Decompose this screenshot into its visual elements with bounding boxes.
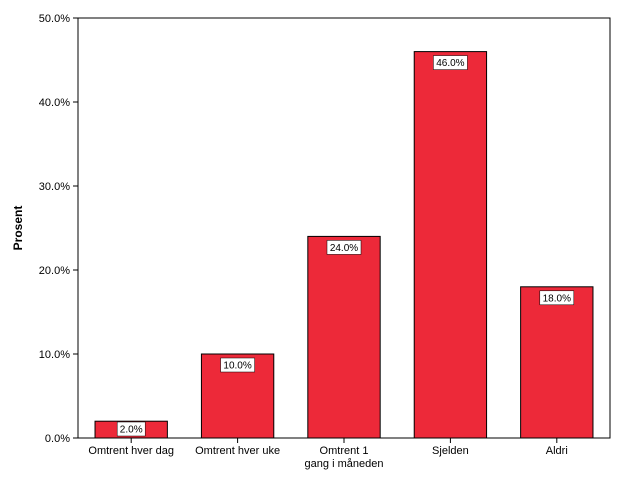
chart-svg: 0.0% 10.0% 20.0% 30.0% 40.0% 50.0% Prosent Omtr…	[0, 0, 629, 504]
bar	[521, 287, 593, 438]
bar	[308, 236, 380, 438]
y-tick-label: 50.0%	[39, 13, 70, 25]
bar-value-label: 46.0%	[436, 58, 464, 69]
x-tick-label: Sjelden	[432, 445, 469, 457]
x-tick-label: Omtrent hver dag	[88, 445, 174, 457]
bar-value-label: 24.0%	[330, 243, 358, 254]
y-tick-label: 10.0%	[39, 349, 70, 361]
bar-value-label: 10.0%	[223, 361, 251, 372]
bar	[414, 52, 486, 438]
y-axis-label: Prosent	[11, 206, 25, 251]
bar-value-label: 2.0%	[120, 425, 143, 436]
y-tick-label: 40.0%	[39, 97, 70, 109]
x-tick-label: Omtrent hver uke	[195, 445, 280, 457]
y-tick-label: 0.0%	[45, 433, 70, 445]
x-tick-label: Aldri	[546, 445, 568, 457]
x-tick-label: Omtrent 1gang i måneden	[305, 445, 384, 470]
y-tick-label: 20.0%	[39, 265, 70, 277]
bar-chart: 0.0% 10.0% 20.0% 30.0% 40.0% 50.0% Prosent Omtr…	[0, 0, 629, 504]
bar-value-label: 18.0%	[543, 293, 571, 304]
y-tick-label: 30.0%	[39, 181, 70, 193]
